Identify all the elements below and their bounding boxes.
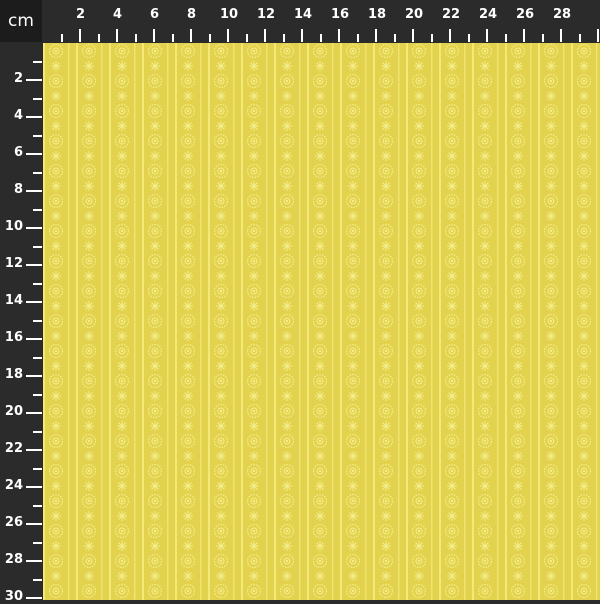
top-ruler-label: 4 xyxy=(113,7,123,22)
top-ruler-label: 14 xyxy=(294,7,313,22)
ruler-tick xyxy=(393,34,396,42)
ruler-tick xyxy=(60,34,63,42)
ruler-tick xyxy=(449,29,451,42)
ruler-tick xyxy=(412,29,414,42)
ruler-tick xyxy=(541,34,544,42)
left-ruler-label: 6 xyxy=(13,145,23,160)
left-ruler-label: 28 xyxy=(4,552,23,567)
ruler-tick xyxy=(26,597,42,599)
ruler-tick xyxy=(116,29,118,42)
ruler-tick xyxy=(33,208,42,211)
top-ruler-label: 16 xyxy=(331,7,350,22)
ruler-tick xyxy=(33,319,42,322)
ruler-tick xyxy=(190,29,192,42)
ruler-tick xyxy=(33,467,42,470)
ruler-tick xyxy=(33,393,42,396)
top-ruler-label: 8 xyxy=(187,7,197,22)
top-ruler-label: 2 xyxy=(76,7,86,22)
top-ruler-label: 12 xyxy=(257,7,276,22)
ruler-tick xyxy=(26,227,42,229)
ruler-tick xyxy=(33,282,42,285)
top-ruler-label: 20 xyxy=(405,7,424,22)
ruler-tick xyxy=(282,34,285,42)
top-ruler-label: 18 xyxy=(368,7,387,22)
ruler-tick xyxy=(26,264,42,266)
ruler-tick xyxy=(26,338,42,340)
ruler-tick xyxy=(33,97,42,100)
ruler-tick xyxy=(26,412,42,414)
top-ruler-label: 26 xyxy=(516,7,535,22)
top-ruler-label: 22 xyxy=(442,7,461,22)
top-ruler-label: 28 xyxy=(553,7,572,22)
left-ruler-label: 22 xyxy=(4,441,23,456)
ruler-tick xyxy=(319,34,322,42)
left-ruler-label: 10 xyxy=(4,219,23,234)
ruler-tick xyxy=(33,541,42,544)
ruler-tick xyxy=(486,29,488,42)
left-ruler-label: 20 xyxy=(4,404,23,419)
ruler-tick xyxy=(301,29,303,42)
ruler-tick xyxy=(26,79,42,81)
top-ruler-label: 6 xyxy=(150,7,160,22)
ruler-tick xyxy=(338,29,340,42)
left-ruler-label: 8 xyxy=(13,182,23,197)
ruler-tick xyxy=(26,486,42,488)
ruler-tick xyxy=(79,29,81,42)
left-ruler-label: 24 xyxy=(4,478,23,493)
ruler-tick xyxy=(467,34,470,42)
ruler-tick xyxy=(33,134,42,137)
left-ruler-label: 14 xyxy=(4,293,23,308)
ruler-tick xyxy=(375,29,377,42)
ruler-tick xyxy=(245,34,248,42)
left-ruler-label: 18 xyxy=(4,367,23,382)
left-ruler-label: 30 xyxy=(4,589,23,604)
left-ruler-label: 12 xyxy=(4,256,23,271)
ruler-tick xyxy=(523,29,525,42)
left-ruler-label: 16 xyxy=(4,330,23,345)
ruler-tick xyxy=(430,34,433,42)
ruler-tick xyxy=(33,245,42,248)
ruler-tick xyxy=(504,34,507,42)
ruler-tick xyxy=(26,190,42,192)
left-ruler: 2 4 6 8 10 12 14 16 18 20 22 24 26 28 30 xyxy=(0,42,42,604)
ruler-tick xyxy=(153,29,155,42)
ruler-tick xyxy=(171,34,174,42)
ruler-tick xyxy=(208,34,211,42)
ruler-tick xyxy=(33,504,42,507)
ruler-tick xyxy=(578,34,581,42)
ruler-tick xyxy=(26,375,42,377)
ruler-tick xyxy=(33,171,42,174)
fabric-swatch xyxy=(43,43,600,600)
ruler-tick xyxy=(26,153,42,155)
ruler-tick xyxy=(26,560,42,562)
left-ruler-label: 4 xyxy=(13,108,23,123)
ruler-tick xyxy=(33,578,42,581)
ruler-tick xyxy=(97,34,100,42)
ruler-tick xyxy=(26,301,42,303)
unit-label: cm xyxy=(0,0,42,42)
left-ruler-label: 26 xyxy=(4,515,23,530)
ruler-tick xyxy=(560,29,562,42)
ruler-tick xyxy=(26,116,42,118)
ruler-tick xyxy=(264,29,266,42)
ruler-tick xyxy=(597,29,599,42)
ruler-tick xyxy=(26,523,42,525)
top-ruler: 2 4 6 8 10 12 14 16 18 20 22 24 26 28 xyxy=(42,0,600,42)
ruler-tick xyxy=(33,430,42,433)
top-ruler-label: 10 xyxy=(220,7,239,22)
ruler-tick xyxy=(134,34,137,42)
top-ruler-label: 24 xyxy=(479,7,498,22)
ruler-tick xyxy=(26,449,42,451)
ruler-tick xyxy=(356,34,359,42)
ruler-tick xyxy=(33,356,42,359)
ruler-tick xyxy=(227,29,229,42)
left-ruler-label: 2 xyxy=(13,71,23,86)
ruler-tick xyxy=(33,60,42,63)
